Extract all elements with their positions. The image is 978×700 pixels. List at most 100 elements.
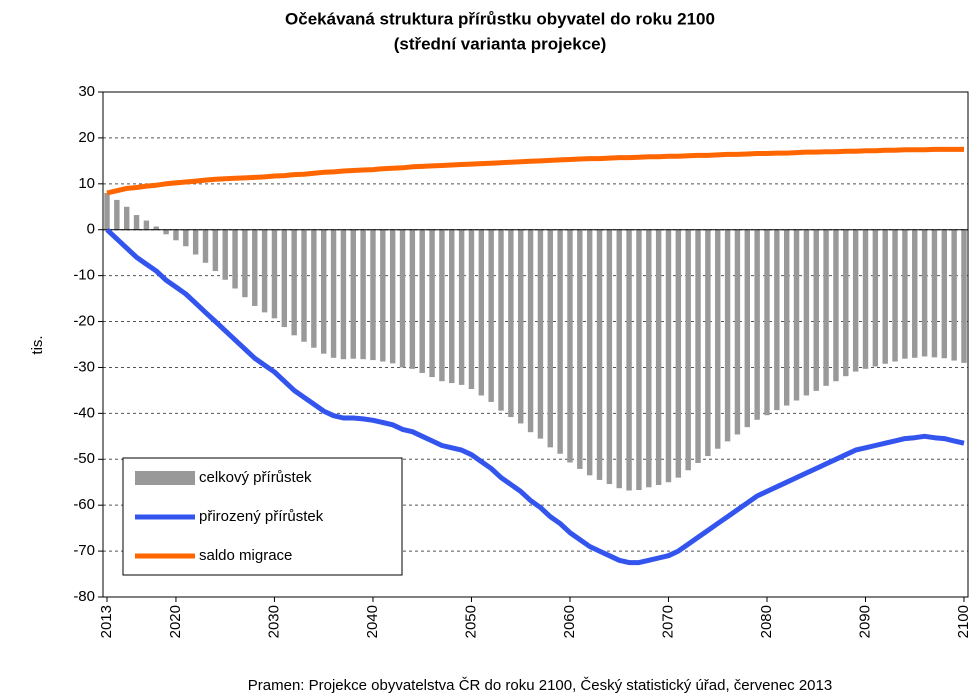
bar <box>153 226 159 230</box>
bar <box>271 229 278 319</box>
x-tick-label: 2050 <box>462 605 479 638</box>
bar <box>330 229 337 358</box>
bar <box>961 229 967 363</box>
y-tick-label: -80 <box>73 588 95 605</box>
bar <box>783 229 790 406</box>
bar <box>212 229 219 272</box>
y-tick-label: 20 <box>78 129 95 146</box>
bar <box>133 215 140 230</box>
bar <box>833 229 839 382</box>
plot-frame <box>102 91 969 598</box>
bar <box>478 229 485 396</box>
bar <box>557 229 563 454</box>
bar <box>646 229 652 488</box>
y-tick-label: -70 <box>73 542 95 559</box>
y-tick-label: 0 <box>87 221 95 238</box>
bar <box>380 229 386 362</box>
y-tick-label: 10 <box>78 175 95 192</box>
bar <box>675 229 682 478</box>
bar <box>774 229 780 411</box>
bar <box>281 229 288 328</box>
bar <box>370 229 376 361</box>
bar <box>567 229 573 463</box>
bar <box>537 229 544 439</box>
bar <box>586 229 593 476</box>
bar <box>852 229 859 372</box>
bar <box>547 229 553 448</box>
chart-subtitle: (střední varianta projekce) <box>394 34 607 53</box>
bar <box>636 229 642 491</box>
bar <box>389 229 396 364</box>
bar <box>665 229 672 483</box>
y-tick-label: -40 <box>73 404 95 421</box>
bar <box>508 229 514 418</box>
y-tick-label: -20 <box>73 313 95 330</box>
bar <box>399 229 406 368</box>
x-tick-label: 2013 <box>98 605 115 638</box>
bar <box>242 229 248 298</box>
bar <box>409 229 416 369</box>
bar <box>261 229 268 313</box>
bar <box>754 229 760 420</box>
bar <box>123 206 130 230</box>
x-tick-label: 2100 <box>955 605 972 638</box>
bar <box>311 229 317 348</box>
y-tick-label: -30 <box>73 358 95 375</box>
y-tick-label: 30 <box>78 83 95 100</box>
bar <box>340 229 347 360</box>
bar <box>488 229 494 402</box>
bar <box>192 229 199 255</box>
bar <box>951 229 957 361</box>
bar <box>498 229 504 411</box>
y-tick-label: -50 <box>73 450 95 467</box>
bar <box>655 229 662 485</box>
bar <box>252 229 258 306</box>
bar <box>892 229 898 362</box>
bar <box>744 229 750 428</box>
bar <box>803 229 810 396</box>
bar <box>527 229 534 433</box>
bar <box>468 229 475 390</box>
bar <box>685 229 691 471</box>
bar <box>902 229 908 359</box>
bar <box>931 229 938 358</box>
bar <box>823 229 829 386</box>
bar <box>793 229 800 401</box>
bar <box>912 229 918 358</box>
bar <box>813 229 819 391</box>
y-axis-label: tis. <box>29 335 46 354</box>
x-tick-label: 2070 <box>659 605 676 638</box>
bar <box>183 229 189 247</box>
bar <box>596 229 603 480</box>
bar <box>173 229 179 241</box>
chart-title: Očekávaná struktura přírůstku obyvatel d… <box>285 9 715 28</box>
bar <box>232 229 238 289</box>
line <box>105 227 965 566</box>
bar <box>518 229 524 424</box>
source-note: Pramen: Projekce obyvatelstva ČR do roku… <box>248 677 832 694</box>
bar <box>872 229 879 367</box>
bar <box>882 229 888 364</box>
y-tick-label: -10 <box>73 267 95 284</box>
bar <box>321 229 327 354</box>
bar <box>626 229 632 491</box>
x-tick-label: 2090 <box>856 605 873 638</box>
bar <box>724 229 731 442</box>
x-tick-label: 2040 <box>364 605 381 638</box>
x-tick-label: 2080 <box>758 605 775 638</box>
bar <box>941 229 948 359</box>
bar <box>291 229 297 336</box>
bar <box>350 229 356 359</box>
bar <box>163 229 169 235</box>
bar <box>705 229 711 457</box>
bar <box>202 229 209 263</box>
bar <box>301 229 307 342</box>
x-tick-label: 2020 <box>167 605 184 638</box>
bar <box>921 229 928 357</box>
bar <box>143 220 150 230</box>
bar <box>114 199 120 230</box>
bar <box>419 229 425 373</box>
legend-label: saldo migrace <box>199 547 292 564</box>
bar <box>764 229 770 416</box>
